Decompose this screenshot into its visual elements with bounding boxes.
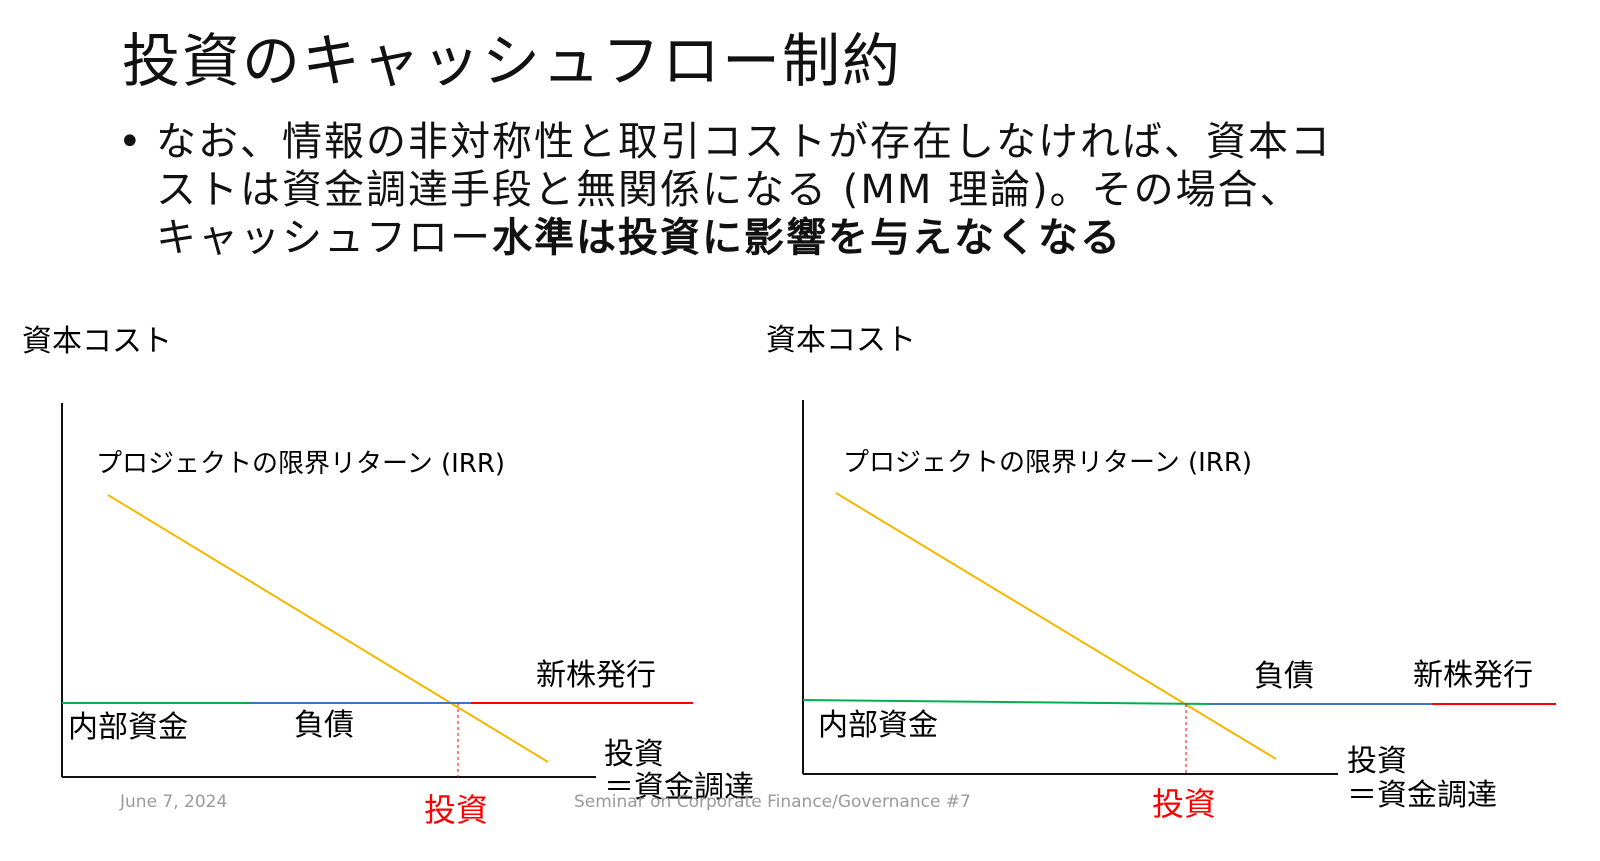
bullet-line-3: キャッシュフロー水準は投資に影響を与えなくなる	[156, 214, 1486, 262]
debt-label: 負債	[1254, 659, 1314, 694]
y-axis-label: 資本コスト	[22, 324, 172, 359]
internal-funds-label: 内部資金	[818, 708, 938, 743]
x-axis-label-line2: ＝資金調達	[1347, 778, 1497, 813]
x-axis-label-line1: 投資	[1347, 744, 1407, 779]
bullet-line-1: なお、情報の非対称性と取引コストが存在しなければ、資本コ	[156, 119, 1332, 165]
new-equity-label: 新株発行	[536, 658, 656, 693]
investment-label: 投資	[1152, 785, 1216, 823]
footer-date: June 7, 2024	[120, 792, 228, 812]
debt-label: 負債	[294, 708, 354, 743]
x-axis-label-line2: ＝資金調達	[604, 770, 754, 805]
slide-title: 投資のキャッシュフロー制約	[122, 27, 903, 95]
investment-label: 投資	[424, 791, 488, 829]
internal-funds-segment	[802, 699, 1211, 705]
diagram-right: 資本コスト プロジェクトの限界リターン (IRR) 内部資金 負債 新株発行 投…	[766, 323, 1556, 823]
bullet-line-3-bold: 水準は投資に影響を与えなくなる	[492, 215, 1122, 261]
irr-line	[835, 492, 1277, 760]
footer-seminar: Seminar on Corporate Finance/Governance …	[574, 792, 971, 812]
new-equity-label: 新株発行	[1413, 658, 1533, 693]
bullet-dot-icon: •	[118, 119, 142, 165]
irr-curve-label: プロジェクトの限界リターン (IRR)	[843, 448, 1252, 478]
y-axis-label: 資本コスト	[766, 323, 916, 358]
x-axis-label-line1: 投資	[604, 737, 664, 772]
irr-curve-label: プロジェクトの限界リターン (IRR)	[96, 449, 505, 479]
bullet-line-3-normal: キャッシュフロー	[156, 215, 492, 261]
internal-funds-label: 内部資金	[68, 710, 188, 745]
diagram-left: 資本コスト プロジェクトの限界リターン (IRR) 内部資金 負債 新株発行 投…	[22, 324, 754, 829]
bullet-line-2: ストは資金調達手段と無関係になる (MM 理論)。その場合、	[156, 167, 1302, 213]
irr-line	[107, 494, 549, 763]
